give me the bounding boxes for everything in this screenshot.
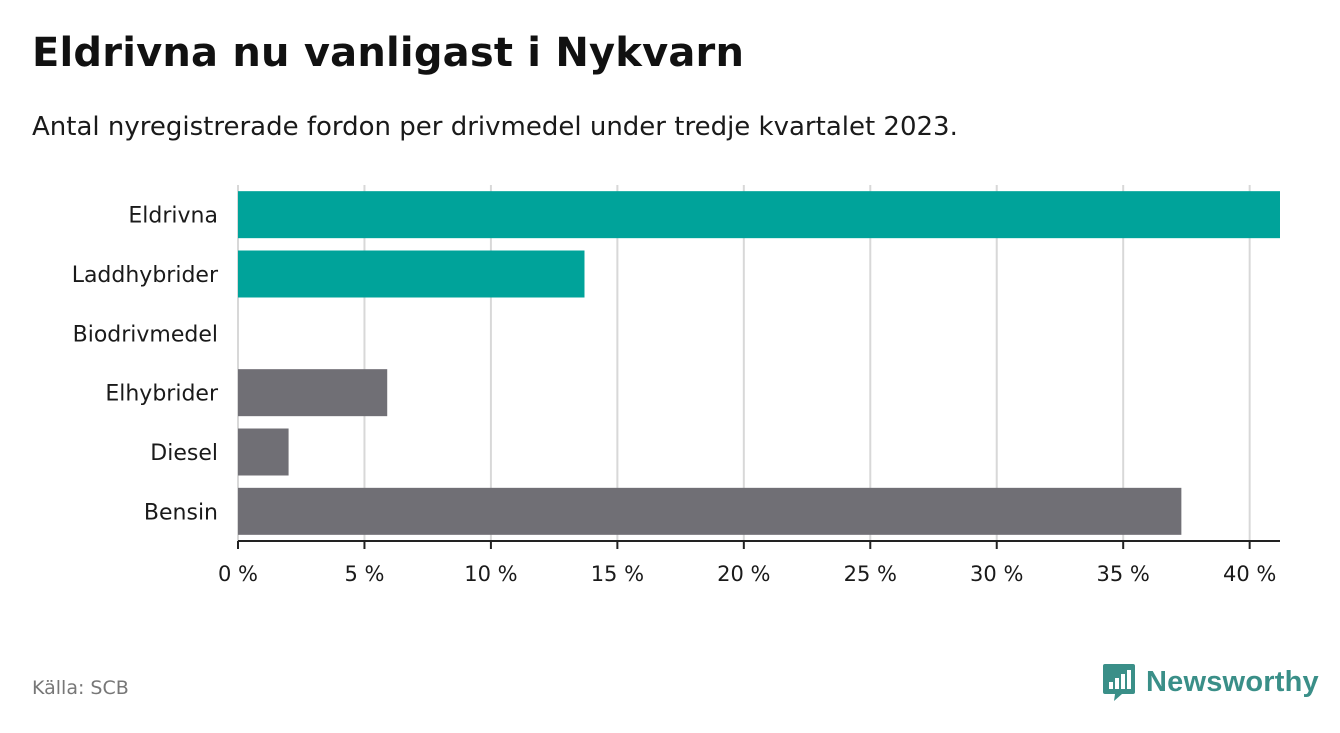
x-tick-label: 5 % [344,562,384,586]
x-tick-label: 40 % [1223,562,1276,586]
bar-bensin [238,487,1182,535]
brand-logo: Newsworthy [1102,662,1319,702]
x-tick-label: 10 % [464,562,517,586]
chart-title: Eldrivna nu vanligast i Nykvarn [32,30,745,76]
chart-subtitle: Antal nyregistrerade fordon per drivmede… [32,112,958,142]
category-label: Bensin [144,500,218,525]
category-label: Eldrivna [128,204,218,229]
bar-elhybrider [238,369,388,417]
x-tick-label: 20 % [717,562,770,586]
category-label: Laddhybrider [72,263,219,288]
category-label: Biodrivmedel [73,322,218,347]
x-tick-label: 25 % [844,562,897,586]
category-label: Elhybrider [105,382,219,407]
category-labels: Eldrivna Laddhybrider Biodrivmedel Elhybrid… [72,204,219,526]
newsworthy-logo-icon [1103,664,1135,701]
x-tick-label: 0 % [218,562,258,586]
x-tick-label: 15 % [591,562,644,586]
x-tick-label: 35 % [1097,562,1150,586]
bars [238,191,1280,535]
x-axis: 0 % 5 % 10 % 15 % 20 % 25 % 30 % 35 % 40 % [218,540,1280,586]
category-label: Diesel [150,441,218,466]
brand-name: Newsworthy [1146,665,1319,698]
bar-eldrivna [238,191,1280,239]
bar-laddhybrider [238,250,585,298]
x-tick-label: 30 % [970,562,1023,586]
source-note: Källa: SCB [32,677,129,699]
grid-lines [237,185,1251,541]
bar-diesel [238,428,289,476]
